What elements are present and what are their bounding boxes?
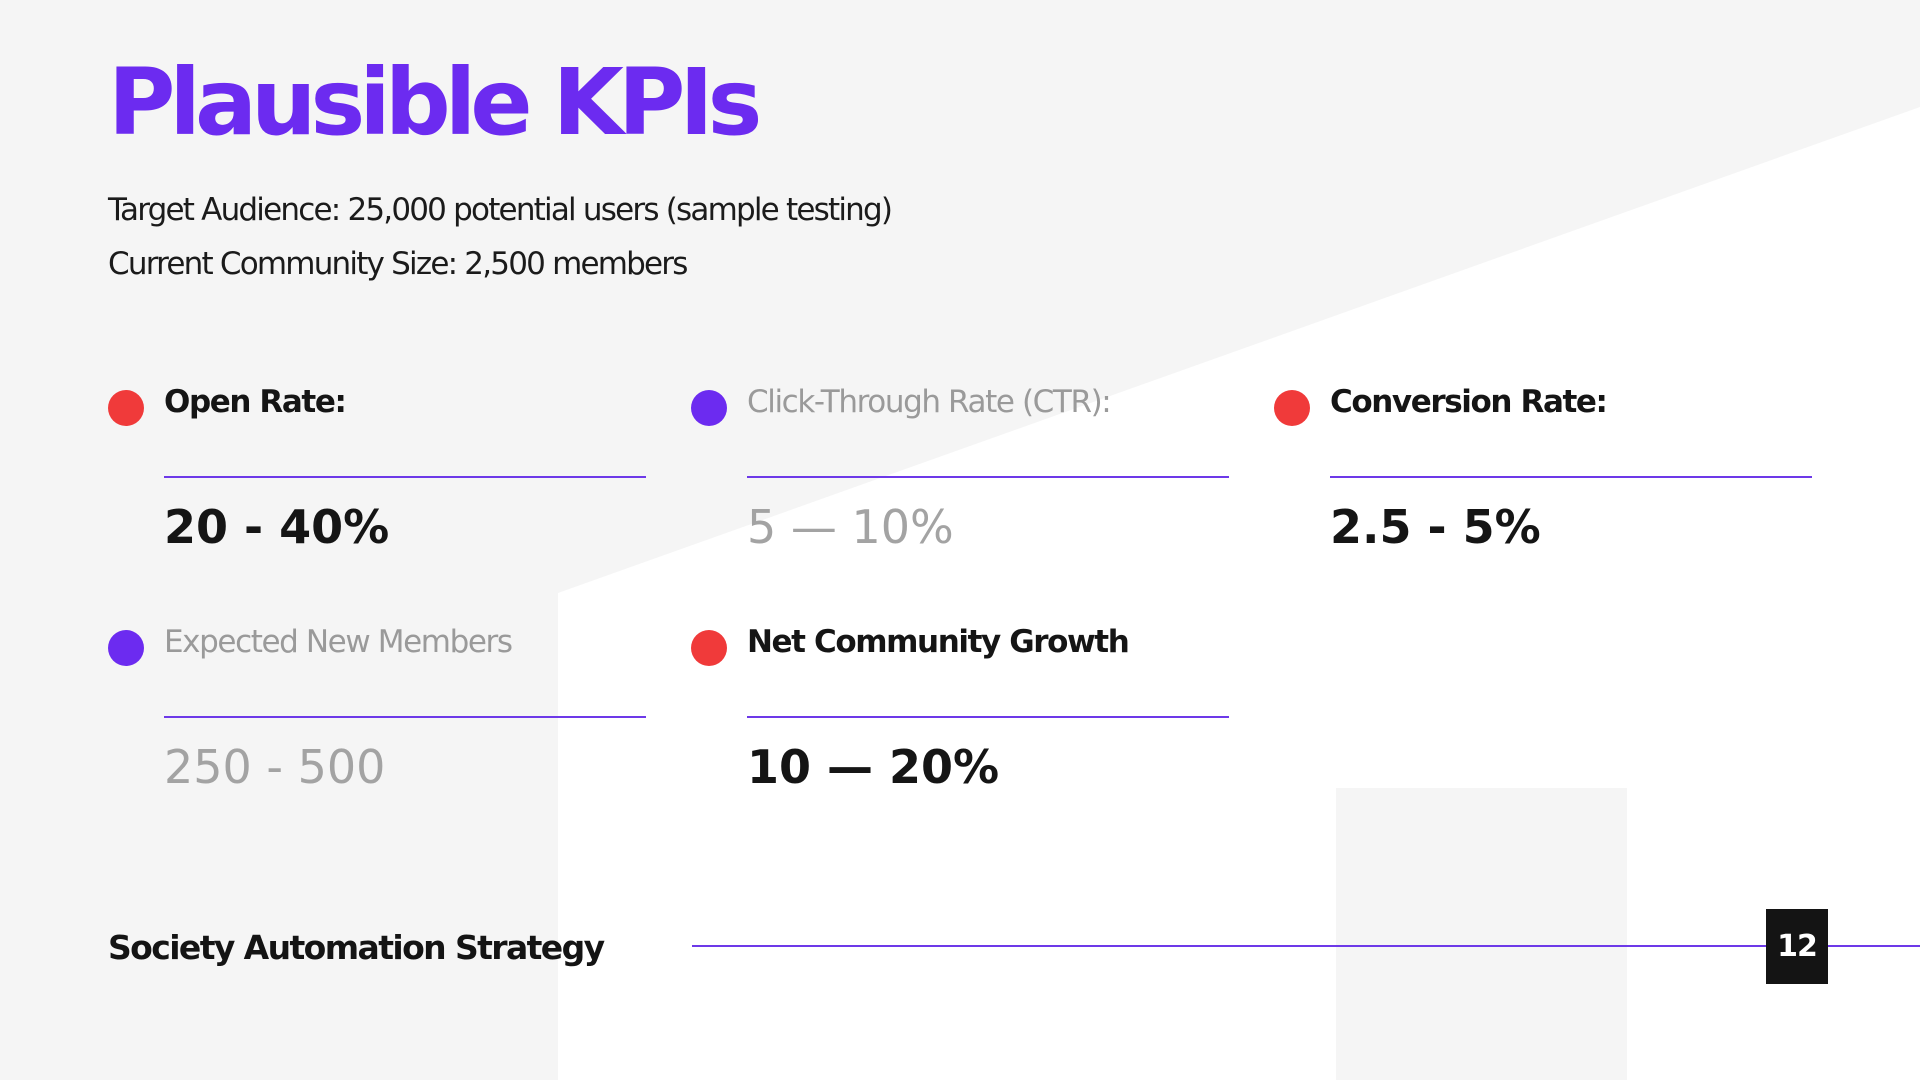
red-dot-icon [108, 390, 144, 426]
kpi-label: Click-Through Rate (CTR): [747, 384, 1112, 420]
kpi-conversion-rate: Conversion Rate: 2.5 - 5% [1274, 374, 1812, 574]
kpi-label: Net Community Growth [747, 624, 1130, 660]
kpi-divider [747, 476, 1229, 478]
page-number: 12 [1777, 929, 1818, 964]
red-dot-icon [1274, 390, 1310, 426]
slide-title: Plausible KPIs [108, 49, 762, 156]
target-audience-text: Target Audience: 25,000 potential users … [108, 192, 893, 228]
kpi-label: Expected New Members [164, 624, 513, 660]
kpi-click-through-rate: Click-Through Rate (CTR): 5 — 10% [691, 374, 1229, 574]
kpi-divider [164, 476, 646, 478]
gray-block [1336, 788, 1627, 1080]
kpi-divider [164, 716, 646, 718]
kpi-value: 2.5 - 5% [1330, 500, 1541, 554]
kpi-label: Conversion Rate: [1330, 384, 1608, 420]
purple-dot-icon [108, 630, 144, 666]
red-dot-icon [691, 630, 727, 666]
footer-title: Society Automation Strategy [108, 928, 605, 967]
kpi-expected-new-members: Expected New Members 250 - 500 [108, 614, 646, 814]
kpi-open-rate: Open Rate: 20 - 40% [108, 374, 646, 574]
kpi-label: Open Rate: [164, 384, 347, 420]
kpi-value: 5 — 10% [747, 500, 954, 554]
footer-divider [692, 945, 1920, 947]
kpi-value: 20 - 40% [164, 500, 390, 554]
page-number-badge: 12 [1766, 909, 1828, 984]
kpi-divider [747, 716, 1229, 718]
purple-dot-icon [691, 390, 727, 426]
kpi-value: 250 - 500 [164, 740, 386, 794]
kpi-net-community-growth: Net Community Growth 10 — 20% [691, 614, 1229, 814]
kpi-value: 10 — 20% [747, 740, 1000, 794]
community-size-text: Current Community Size: 2,500 members [108, 246, 688, 282]
kpi-divider [1330, 476, 1812, 478]
